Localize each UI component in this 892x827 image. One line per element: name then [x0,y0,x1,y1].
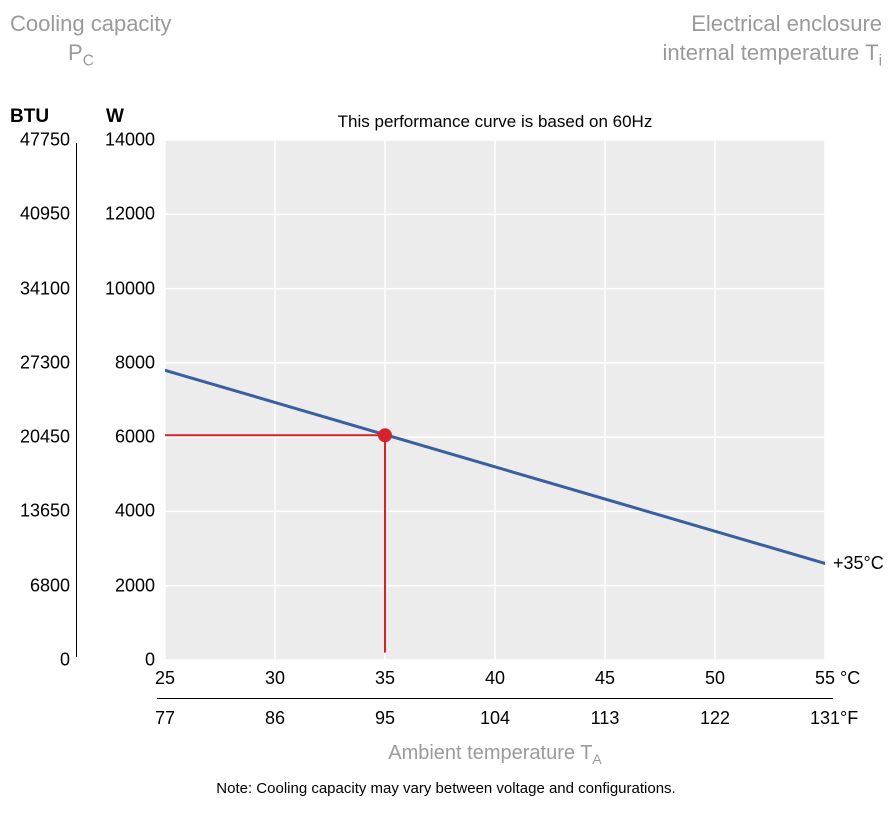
y-tick-w: 8000 [95,352,155,373]
y-tick-btu: 40950 [10,204,70,225]
y-tick-w: 4000 [95,501,155,522]
x-tick-fahrenheit: 131 [810,708,840,729]
x-tick-fahrenheit: 104 [480,708,510,729]
y-tick-w: 10000 [95,278,155,299]
y-axis-title: Cooling capacity PC [10,10,171,71]
y-tick-w: 12000 [95,204,155,225]
x-tick-fahrenheit: 95 [375,708,395,729]
y-axis-title-line2: PC [68,39,171,71]
footnote: Note: Cooling capacity may vary between … [10,780,882,797]
x-tick-celsius: 30 [265,668,285,689]
secondary-title-line2: internal temperature Ti [663,40,882,65]
y-tick-w: 6000 [95,427,155,448]
secondary-title: Electrical enclosure internal temperatur… [663,10,882,71]
x-tick-fahrenheit: 113 [591,708,620,729]
x-unit-celsius: °C [840,668,860,689]
y-tick-w: 2000 [95,575,155,596]
x-tick-fahrenheit: 77 [155,708,175,729]
y-tick-btu: 20450 [10,427,70,448]
x-tick-celsius: 55 [815,668,835,689]
x-tick-celsius: 40 [485,668,505,689]
x-tick-fahrenheit: 122 [700,708,730,729]
y-column-header-btu: BTU [10,106,49,128]
y-tick-btu: 13650 [10,501,70,522]
x-tick-celsius: 45 [595,668,615,689]
y-tick-btu: 27300 [10,352,70,373]
curve-label-35c: +35°C [833,553,884,574]
x-tick-celsius: 35 [375,668,395,689]
x-unit-fahrenheit: °F [840,708,858,729]
y-axis-title-line1: Cooling capacity [10,11,171,36]
y-tick-btu: 6800 [10,575,70,596]
x-tick-fahrenheit: 86 [265,708,285,729]
chart-subtitle: This performance curve is based on 60Hz [165,112,825,132]
x-tick-celsius: 50 [705,668,725,689]
y-tick-btu: 34100 [10,278,70,299]
x-axis-title: Ambient temperature TA [165,742,825,767]
y-tick-w: 14000 [95,130,155,151]
cooling-capacity-chart: Cooling capacity PC Electrical enclosure… [10,10,882,817]
x-rows-separator [157,698,833,699]
y-tick-btu: 0 [10,650,70,671]
y-tick-w: 0 [95,650,155,671]
secondary-title-line1: Electrical enclosure [691,11,882,36]
y-columns-separator [76,143,77,657]
y-column-header-w: W [106,106,124,128]
x-tick-celsius: 25 [155,668,175,689]
y-tick-btu: 47750 [10,130,70,151]
plot-area [165,140,825,660]
